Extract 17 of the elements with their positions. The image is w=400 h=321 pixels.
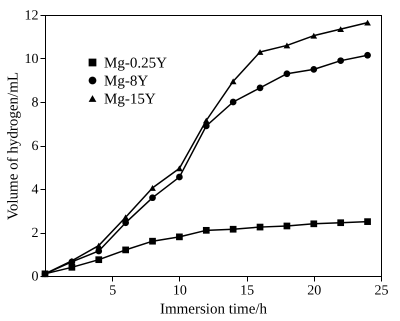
x-tick-label: 20 (307, 284, 322, 298)
y-axis-title: Volume of hydrogen/mL (6, 72, 22, 220)
x-tick-label: 15 (240, 284, 254, 298)
x-tick-label: 10 (172, 284, 187, 298)
legend-label: Mg-8Y (104, 74, 148, 90)
legend-label: Mg-15Y (104, 92, 156, 108)
y-tick-label: 8 (32, 96, 38, 110)
y-tick-label: 0 (32, 270, 38, 284)
y-tick-label: 2 (32, 226, 38, 241)
x-tick-label: 5 (109, 284, 116, 298)
y-tick-label: 12 (24, 8, 38, 24)
y-tick-label: 10 (24, 52, 38, 67)
y-tick-label: 6 (32, 139, 38, 154)
y-tick-label: 4 (32, 182, 38, 198)
x-axis-title: Immersion time/h (160, 302, 268, 318)
x-tick-label: 25 (374, 284, 388, 298)
legend-label: Mg-0.25Y (104, 56, 168, 72)
